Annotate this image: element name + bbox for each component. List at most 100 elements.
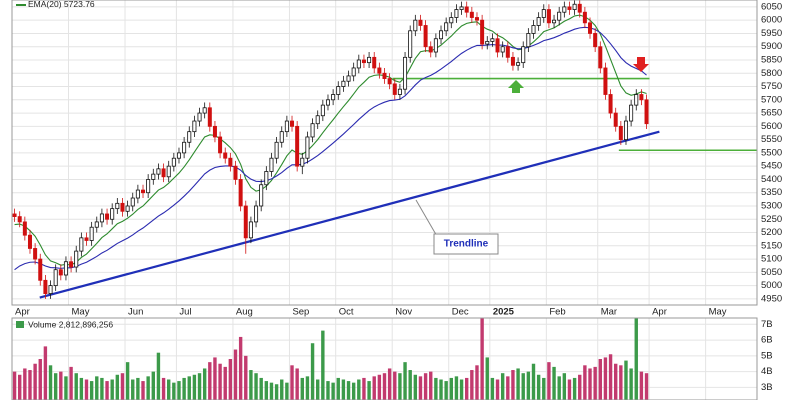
volume-bar	[572, 377, 577, 400]
volume-bar	[274, 384, 279, 400]
volume-bar	[418, 376, 423, 400]
y-tick-label: 5650	[761, 108, 782, 119]
volume-bar	[413, 374, 418, 400]
candle-body	[377, 67, 382, 74]
volume-bar	[321, 330, 325, 400]
volume-bar	[557, 376, 561, 400]
candle-body	[485, 41, 490, 45]
volume-bar	[521, 373, 525, 400]
candle-body	[290, 120, 295, 127]
volume-bar	[43, 346, 48, 400]
candle-body	[490, 38, 495, 42]
x-tick-label: Jun	[128, 307, 143, 318]
candle-body	[510, 56, 515, 66]
volume-bar	[542, 377, 546, 400]
volume-bar	[614, 363, 618, 400]
candle-body	[233, 165, 238, 180]
candle-body	[305, 136, 310, 159]
candle-body	[629, 104, 634, 122]
candle-body	[413, 19, 418, 32]
volume-bar	[372, 376, 376, 400]
volume-bar	[495, 379, 500, 400]
volume-bar	[105, 381, 109, 400]
volume-bar	[28, 370, 32, 400]
volume-bar	[480, 318, 484, 400]
candle-body	[403, 56, 408, 90]
candle-body	[382, 72, 387, 79]
volume-tick-label: 6B	[761, 335, 773, 346]
candle-body	[397, 88, 402, 95]
candle-body	[243, 205, 248, 239]
candle-body	[269, 157, 274, 172]
volume-bar	[526, 371, 531, 400]
candle-body	[361, 59, 366, 64]
volume-bar	[218, 363, 222, 400]
y-tick-label: 5350	[761, 187, 782, 198]
candle-body	[598, 46, 603, 69]
candle-body	[582, 11, 587, 24]
up-arrow	[508, 80, 524, 93]
volume-bar	[151, 371, 155, 400]
volume-bar	[470, 370, 474, 400]
volume-tick-label: 4B	[761, 366, 773, 377]
candle-body	[135, 189, 140, 199]
volume-bar	[624, 360, 628, 400]
volume-bar	[89, 381, 94, 400]
candle-body	[356, 59, 361, 69]
volume-tick-label: 5B	[761, 350, 773, 361]
candle-body	[613, 112, 618, 127]
candle-body	[120, 202, 125, 212]
volume-bar	[259, 377, 263, 400]
candle-body	[346, 75, 351, 82]
volume-bar	[295, 368, 299, 400]
candle-body	[634, 94, 639, 106]
x-tick-label: Feb	[549, 307, 565, 318]
candle-body	[351, 67, 356, 77]
candle-body	[274, 141, 279, 159]
candle-body	[577, 3, 582, 13]
x-tick-label: Mar	[601, 307, 617, 318]
candle-body	[541, 9, 546, 18]
volume-bar	[516, 368, 520, 400]
x-tick-label: Jul	[179, 307, 191, 318]
candle-body	[500, 46, 505, 53]
candle-body	[387, 78, 392, 85]
volume-bar	[177, 381, 181, 400]
candle-body	[521, 46, 526, 64]
volume-bar	[167, 379, 171, 400]
candle-body	[202, 107, 207, 114]
legend-value: 5723.76	[64, 0, 95, 9]
volume-bar	[423, 373, 428, 400]
volume-bar	[341, 379, 346, 400]
volume-bar	[490, 377, 495, 400]
volume-bar	[254, 373, 258, 400]
volume-bar	[285, 382, 289, 400]
volume-label: Volume 2,812,896,256	[28, 319, 113, 329]
volume-icon	[16, 321, 24, 328]
x-tick-label: 2025	[493, 307, 515, 318]
x-tick-label: Apr	[652, 307, 667, 318]
candle-body	[423, 25, 428, 48]
candle-body	[531, 25, 536, 34]
y-tick-label: 5250	[761, 214, 782, 225]
candle-body	[63, 261, 68, 276]
volume-bar	[187, 376, 191, 400]
y-tick-label: 5400	[761, 174, 782, 185]
volume-bar	[74, 373, 78, 400]
volume-bar	[346, 381, 351, 400]
candle-body	[130, 197, 135, 207]
volume-bar	[223, 366, 227, 400]
volume-bar	[249, 370, 253, 400]
volume-tick-label: 3B	[761, 382, 773, 393]
y-tick-label: 5600	[761, 121, 782, 132]
candle-body	[526, 33, 531, 48]
candle-body	[310, 123, 315, 138]
y-tick-label: 5100	[761, 254, 782, 265]
volume-bar	[403, 362, 407, 400]
volume-bar	[629, 368, 633, 400]
x-tick-label: Dec	[452, 307, 469, 318]
volume-bar	[547, 362, 551, 400]
x-tick-label: Sep	[292, 307, 309, 318]
volume-bar	[583, 365, 587, 400]
